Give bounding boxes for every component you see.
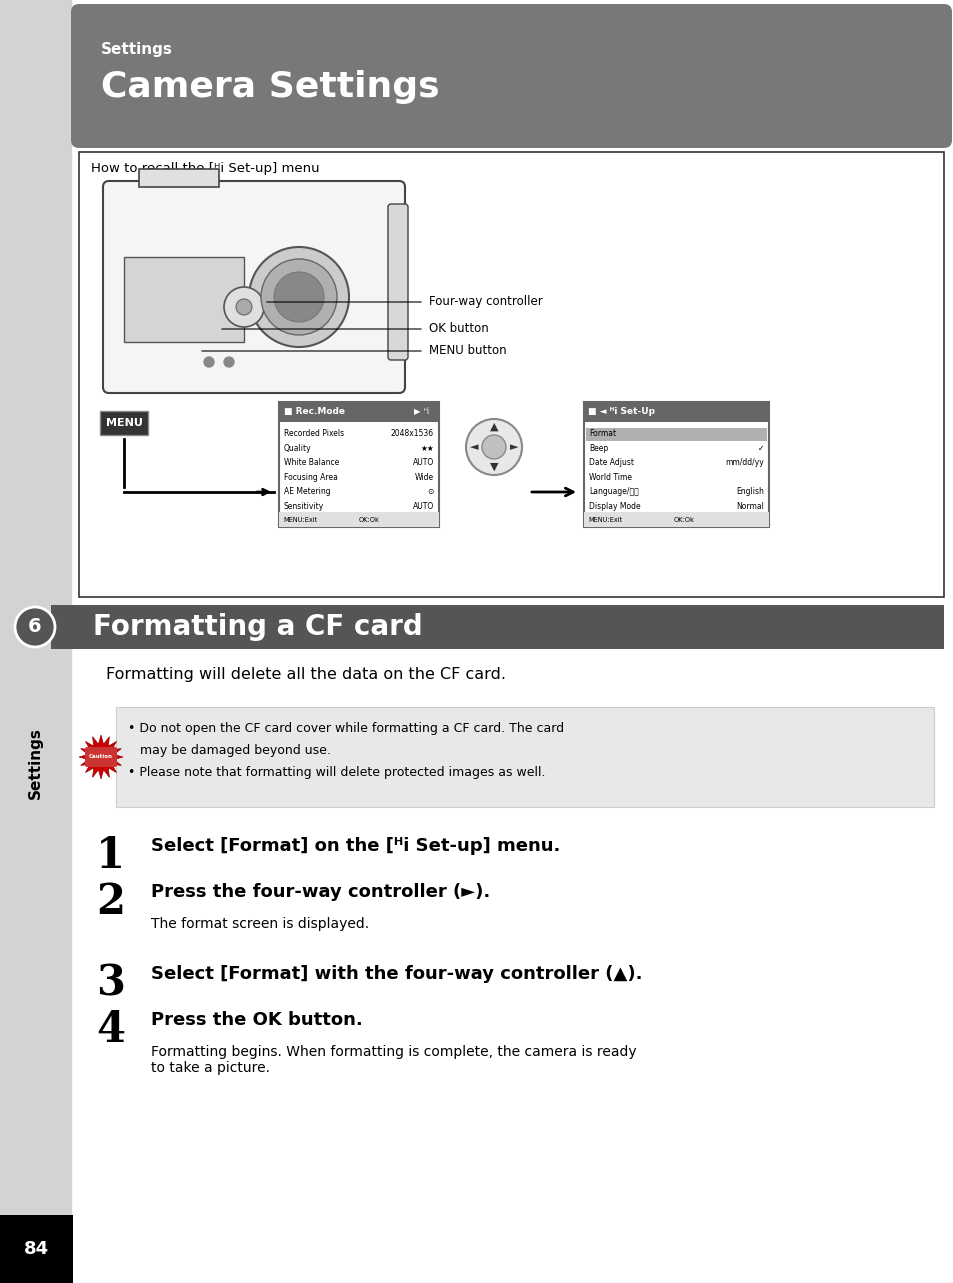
Text: ⊙: ⊙ [427,488,434,497]
Text: Formatting will delete all the data on the CF card.: Formatting will delete all the data on t… [106,667,505,683]
Bar [585,429,766,441]
Text: OK button: OK button [429,322,488,335]
Text: ✓: ✓ [757,444,763,453]
Text: Beep: Beep [588,444,608,453]
Text: ■ Rec.Mode: ■ Rec.Mode [284,408,345,417]
Bar [116,707,933,807]
Text: MENU button: MENU button [429,345,506,358]
Text: Press the OK button.: Press the OK button. [151,1011,362,1029]
Text: Select [Format] with the four-way controller (▲).: Select [Format] with the four-way contro… [151,965,641,983]
Text: ★★: ★★ [420,444,434,453]
Text: ▼: ▼ [489,462,497,472]
Text: ■ ◄ ᵸi Set-Up: ■ ◄ ᵸi Set-Up [587,408,655,417]
Text: Caution: Caution [89,754,112,760]
Circle shape [249,248,349,346]
Bar [51,606,73,649]
Bar [278,512,438,527]
Text: MENU:Exit: MENU:Exit [587,517,621,523]
Text: Quality: Quality [284,444,312,453]
FancyBboxPatch shape [85,747,117,767]
FancyBboxPatch shape [388,204,408,361]
Circle shape [465,420,521,475]
Text: ▶: ▶ [414,408,420,417]
Text: How to recall the [ᵸi Set-up] menu: How to recall the [ᵸi Set-up] menu [91,162,319,174]
Text: AE Metering: AE Metering [284,488,331,497]
Bar [0,0,71,1283]
Text: Camera Settings: Camera Settings [101,71,439,104]
Text: Language/言語: Language/言語 [588,488,639,497]
Text: 84: 84 [24,1239,49,1259]
Text: MENU: MENU [106,418,142,429]
Circle shape [261,259,336,335]
Text: Formatting begins. When formatting is complete, the camera is ready
to take a pi: Formatting begins. When formatting is co… [151,1044,636,1075]
Circle shape [481,435,505,459]
Text: OK:Ok: OK:Ok [358,517,379,523]
Circle shape [15,607,55,647]
Text: may be damaged beyond use.: may be damaged beyond use. [128,744,331,757]
Text: The format screen is displayed.: The format screen is displayed. [151,917,369,931]
Bar [0,1215,73,1283]
Bar [73,606,943,649]
Text: • Do not open the CF card cover while formatting a CF card. The card: • Do not open the CF card cover while fo… [128,722,563,735]
Text: Wide: Wide [415,473,434,482]
Text: ◄: ◄ [469,443,477,452]
Text: Format: Format [588,430,616,439]
Circle shape [235,299,252,316]
Circle shape [274,272,324,322]
Text: Display Mode: Display Mode [588,502,640,511]
Bar [124,257,244,343]
Text: Focusing Area: Focusing Area [284,473,337,482]
Text: Normal: Normal [736,502,763,511]
Bar [278,402,438,527]
Text: 1: 1 [96,835,125,878]
Text: Formatting a CF card: Formatting a CF card [92,613,422,642]
Bar [583,402,768,527]
Text: mm/dd/yy: mm/dd/yy [724,458,763,467]
Text: 2: 2 [96,881,125,922]
Text: AUTO: AUTO [413,458,434,467]
Bar [583,512,768,527]
Text: Recorded Pixels: Recorded Pixels [284,430,344,439]
Text: ▲: ▲ [489,422,497,432]
Text: 4: 4 [96,1008,125,1051]
FancyBboxPatch shape [71,4,951,148]
Circle shape [224,357,233,367]
Text: 2048x1536: 2048x1536 [391,430,434,439]
Bar [583,402,768,422]
Text: AUTO: AUTO [413,502,434,511]
Text: Settings: Settings [28,727,43,799]
Text: ᵸi: ᵸi [423,408,430,417]
Text: 6: 6 [29,617,42,636]
Text: Four-way controller: Four-way controller [429,295,542,308]
FancyBboxPatch shape [103,181,405,393]
FancyBboxPatch shape [100,411,148,435]
Bar [278,402,438,422]
Text: World Time: World Time [588,473,631,482]
Polygon shape [79,735,123,779]
Text: White Balance: White Balance [284,458,339,467]
Text: ►: ► [509,443,517,452]
Circle shape [224,287,264,327]
Text: Date Adjust: Date Adjust [588,458,634,467]
Text: Settings: Settings [101,42,172,56]
Text: Press the four-way controller (►).: Press the four-way controller (►). [151,883,490,901]
Text: MENU:Exit: MENU:Exit [283,517,317,523]
Text: 3: 3 [96,964,125,1005]
Text: Sensitivity: Sensitivity [284,502,324,511]
Bar [79,151,943,597]
Text: Select [Format] on the [ᵸi Set-up] menu.: Select [Format] on the [ᵸi Set-up] menu. [151,837,559,854]
Text: English: English [736,488,763,497]
Text: • Please note that formatting will delete protected images as well.: • Please note that formatting will delet… [128,766,545,779]
Bar [139,169,219,187]
Text: OK:Ok: OK:Ok [673,517,694,523]
Circle shape [204,357,213,367]
